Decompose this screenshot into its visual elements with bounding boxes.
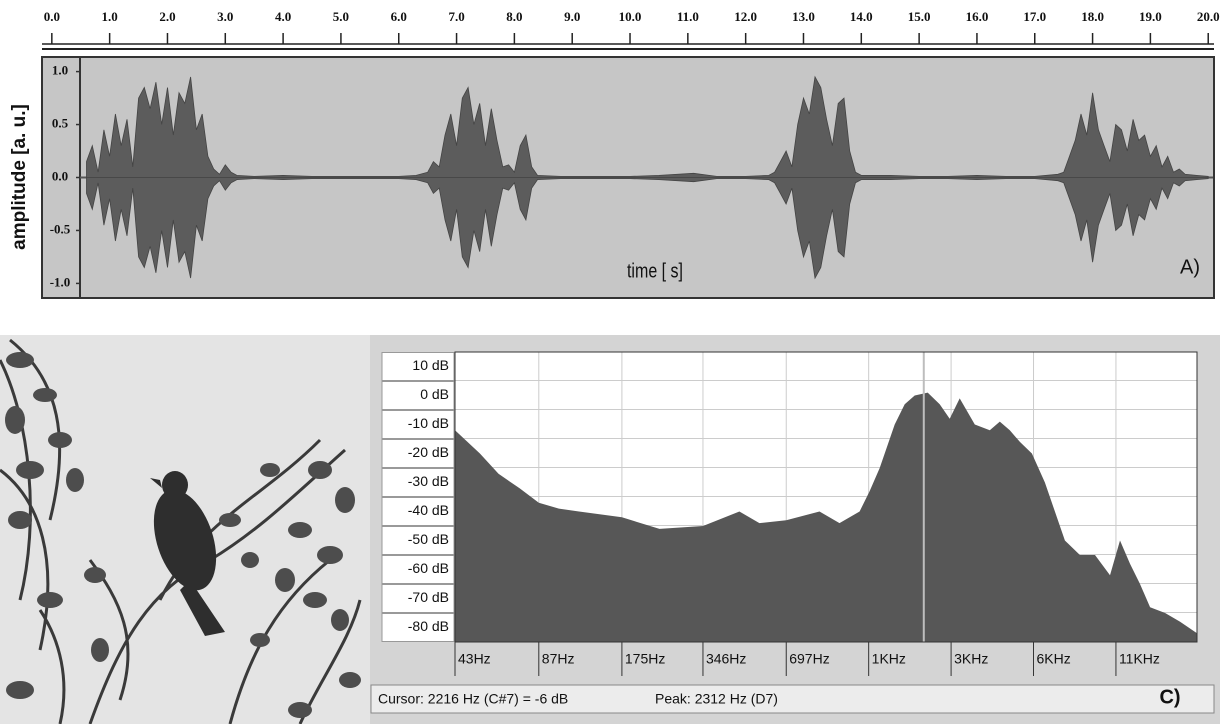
y-tick-label: -80 dB bbox=[408, 618, 449, 634]
y-tick-label: 0.5 bbox=[52, 116, 69, 131]
y-tick-label: -0.5 bbox=[50, 221, 71, 236]
x-tick-label: 2.0 bbox=[159, 9, 175, 24]
x-tick-label: 11KHz bbox=[1119, 651, 1160, 667]
x-tick-label: 16.0 bbox=[966, 9, 989, 24]
x-tick-label: 7.0 bbox=[448, 9, 464, 24]
y-tick-label: -20 dB bbox=[408, 444, 449, 460]
bird-photo bbox=[0, 335, 370, 724]
x-tick-label: 14.0 bbox=[850, 9, 873, 24]
x-tick-label: 12.0 bbox=[734, 9, 757, 24]
status-peak: Peak: 2312 Hz (D7) bbox=[655, 691, 778, 707]
x-tick-label: 3.0 bbox=[217, 9, 233, 24]
x-tick-label: 6.0 bbox=[391, 9, 407, 24]
x-tick-label: 18.0 bbox=[1081, 9, 1104, 24]
y-tick-label: -60 dB bbox=[408, 560, 449, 576]
y-tick-label: 0 dB bbox=[420, 386, 449, 402]
y-axis-label: amplitude [a. u.] bbox=[9, 104, 30, 250]
x-tick-label: 87Hz bbox=[542, 651, 575, 667]
x-tick-label: 10.0 bbox=[619, 9, 642, 24]
y-tick-label: -30 dB bbox=[408, 473, 449, 489]
y-tick-label: 1.0 bbox=[52, 63, 68, 78]
x-tick-label: 17.0 bbox=[1023, 9, 1046, 24]
x-axis-label: time [ s] bbox=[627, 260, 683, 282]
x-tick-label: 4.0 bbox=[275, 9, 291, 24]
x-tick-label: 1KHz bbox=[872, 651, 906, 667]
x-tick-label: 1.0 bbox=[102, 9, 118, 24]
y-tick-label: -40 dB bbox=[408, 502, 449, 518]
x-tick-label: 9.0 bbox=[564, 9, 580, 24]
x-tick-label: 20.0 bbox=[1197, 9, 1220, 24]
annotation: C) bbox=[1159, 686, 1180, 708]
y-tick-label: 10 dB bbox=[412, 357, 449, 373]
x-tick-label: 0.0 bbox=[44, 9, 60, 24]
x-tick-label: 5.0 bbox=[333, 9, 349, 24]
x-tick-label: 346Hz bbox=[706, 651, 746, 667]
y-tick-label: -10 dB bbox=[408, 415, 449, 431]
y-tick-label: 0.0 bbox=[52, 168, 68, 183]
x-tick-label: 8.0 bbox=[506, 9, 522, 24]
x-tick-label: 19.0 bbox=[1139, 9, 1162, 24]
x-tick-label: 15.0 bbox=[908, 9, 931, 24]
x-tick-label: 697Hz bbox=[789, 651, 829, 667]
x-tick-label: 43Hz bbox=[458, 651, 491, 667]
x-tick-label: 3KHz bbox=[954, 651, 988, 667]
x-tick-label: 11.0 bbox=[677, 9, 699, 24]
annotation: A) bbox=[1180, 256, 1200, 278]
status-cursor: Cursor: 2216 Hz (C#7) = -6 dB bbox=[378, 691, 568, 707]
x-tick-label: 13.0 bbox=[792, 9, 815, 24]
x-tick-label: 6KHz bbox=[1037, 651, 1071, 667]
figure: 0.0 1.0 2.0 3.0 4.0 5.0 6.0 7.0 8.0 9.0 10.0 11.0 12… bbox=[0, 0, 1220, 724]
y-tick-label: -1.0 bbox=[50, 274, 71, 289]
x-tick-label: 175Hz bbox=[625, 651, 665, 667]
y-tick-label: -50 dB bbox=[408, 531, 449, 547]
y-tick-label: -70 dB bbox=[408, 589, 449, 605]
